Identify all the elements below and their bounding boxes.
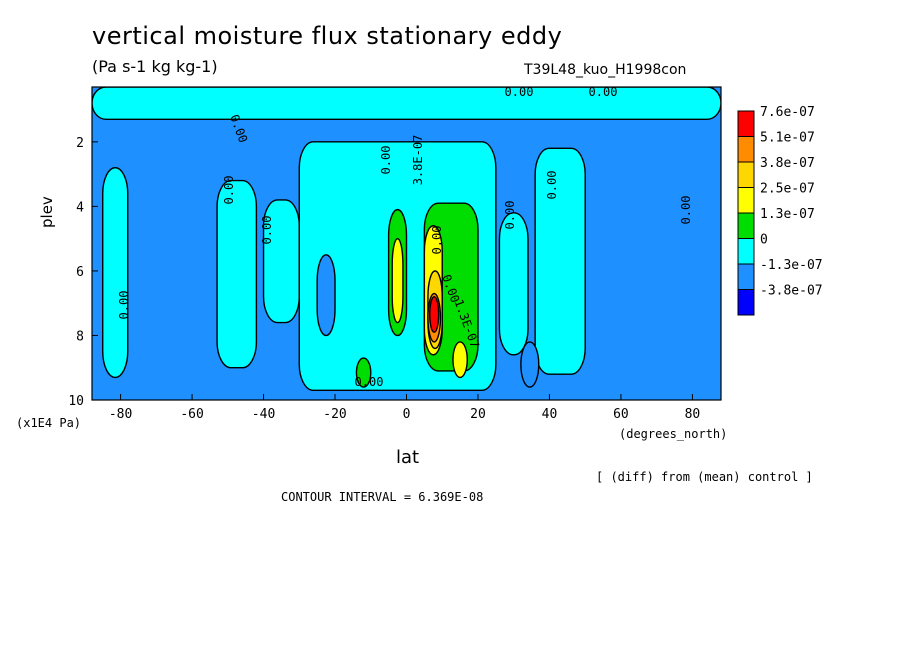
x-axis-units: (degrees_north): [619, 427, 728, 441]
legend-swatch: [737, 238, 755, 265]
y-tick-label: 6: [76, 265, 84, 280]
legend-label: 3.8e-07: [760, 156, 815, 171]
chart-subtitle: (Pa s-1 kg kg-1): [92, 57, 218, 76]
chart-title: vertical moisture flux stationary eddy: [92, 22, 563, 50]
x-axis-label: lat: [396, 447, 420, 468]
legend-swatch: [737, 136, 755, 163]
y-tick-label: 8: [76, 329, 84, 344]
x-tick-label: -60: [180, 407, 203, 422]
contour-region-5: [498, 212, 529, 356]
contour-region-17: [429, 296, 440, 333]
legend-swatch: [737, 263, 755, 290]
contour-region-11: [355, 357, 372, 388]
legend-swatch: [737, 187, 755, 214]
y-axis: 2 4 6 8 10: [68, 136, 98, 409]
contour-label: 0.00: [379, 146, 393, 175]
y-tick-label: 4: [76, 200, 84, 215]
x-tick-label: -20: [323, 407, 346, 422]
y-tick-label: 2: [76, 136, 84, 151]
x-tick-label: 40: [542, 407, 558, 422]
legend-label: 5.1e-07: [760, 131, 815, 146]
x-tick-label: 60: [613, 407, 629, 422]
contour-interval: CONTOUR INTERVAL = 6.369E-08: [281, 490, 484, 504]
legend-label: 1.3e-07: [760, 207, 815, 222]
x-tick-label: 20: [470, 407, 486, 422]
x-tick-label: 80: [685, 407, 701, 422]
legend-swatch: [737, 110, 755, 137]
legend-swatch: [737, 212, 755, 239]
contour-label: 0.00: [505, 85, 534, 99]
contour-region-8: [520, 341, 540, 388]
plot-area: [92, 87, 721, 400]
contour-label: 0.00: [503, 201, 517, 230]
color-legend: 7.6e-07 5.1e-07 3.8e-07 2.5e-07 1.3e-07 0 -1.3…: [737, 105, 823, 316]
contour-label: 0.00: [355, 375, 384, 389]
legend-swatch: [737, 161, 755, 188]
contour-label: 0.00: [222, 176, 236, 205]
x-tick-label: -40: [252, 407, 275, 422]
y-axis-units: (x1E4 Pa): [16, 416, 82, 430]
contour-label: 0.00: [545, 171, 559, 200]
legend-label: 2.5e-07: [760, 182, 815, 197]
contour-region-6: [534, 147, 586, 375]
contour-label: 0.00: [430, 226, 444, 255]
contour-label: 3.8E-07: [411, 135, 425, 186]
contour-label: 0.00: [117, 291, 131, 320]
x-tick-label: -80: [109, 407, 132, 422]
legend-swatch: [737, 289, 755, 316]
legend-label: -3.8e-07: [760, 284, 823, 299]
contour-label: 0.00: [260, 216, 274, 245]
contour-region-7: [316, 254, 336, 337]
legend-label: 7.6e-07: [760, 105, 815, 120]
diff-note: [ (diff) from (mean) control ]: [596, 470, 813, 484]
legend-label: -1.3e-07: [760, 258, 823, 273]
contour-label: 0.00: [589, 85, 618, 99]
legend-label: 0: [760, 233, 768, 248]
contour-region-0: [92, 87, 721, 120]
y-tick-label: 10: [68, 394, 84, 409]
contour-region-1: [102, 166, 129, 379]
contour-region-12: [391, 237, 404, 324]
run-label: T39L48_kuo_H1998con: [524, 62, 687, 78]
contour-region-2: [216, 179, 258, 369]
contour-region-14: [452, 341, 468, 379]
x-axis: -80 -60 -40 -20 0 20 40 60 80: [109, 394, 700, 422]
x-tick-label: 0: [403, 407, 411, 422]
contour-label: 0.00: [679, 196, 693, 225]
